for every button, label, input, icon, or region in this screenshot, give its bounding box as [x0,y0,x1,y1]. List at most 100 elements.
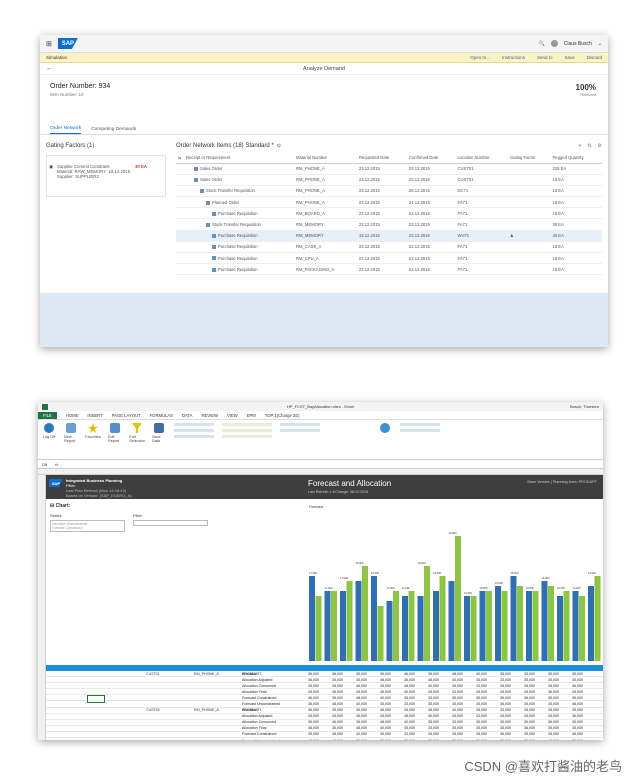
value-cell[interactable]: 40,000 [428,714,439,719]
value-cell[interactable]: 35,000 [452,702,463,707]
excel-user[interactable]: Busch, Thorsten [569,404,599,409]
value-cell[interactable]: 48,000 [404,683,415,688]
value-cell[interactable]: 35,000 [452,695,463,700]
value-cell[interactable]: 35,000 [356,720,367,725]
value-cell[interactable]: 35,000 [572,695,583,700]
value-cell[interactable]: 35,000 [332,695,343,700]
value-cell[interactable]: 36,000 [548,689,559,694]
save-data-button[interactable]: Save Data [152,423,166,443]
value-cell[interactable]: 48,000 [332,732,343,737]
value-cell[interactable]: 33,000 [476,714,487,719]
table-row[interactable]: Purchase Requisition RM_BOARD_A 22.12.2015… [176,207,602,220]
value-cell[interactable]: 35,000 [500,683,511,688]
value-cell[interactable]: 35,000 [380,683,391,688]
value-cell[interactable]: 40,000 [428,683,439,688]
excel-tab-file[interactable]: FILE [38,411,57,419]
grid-menu-icon[interactable]: ⊞ [46,40,52,48]
value-cell[interactable]: 35,000 [572,671,583,676]
value-cell[interactable]: 35,000 [476,689,487,694]
value-cell[interactable]: 35,000 [428,732,439,737]
value-cell[interactable]: 35,000 [452,732,463,737]
user-name[interactable]: Claus Busch [563,40,592,47]
value-cell[interactable]: 35,000 [548,695,559,700]
value-cell[interactable]: 33,000 [500,677,511,682]
value-cell[interactable]: 48,000 [404,714,415,719]
value-cell[interactable]: 35,000 [332,726,343,731]
value-cell[interactable]: 35,000 [404,726,415,731]
value-cell[interactable]: 46,000 [356,714,367,719]
value-cell[interactable]: 46,000 [356,683,367,688]
excel-tab-view[interactable]: VIEW [226,412,238,418]
value-cell[interactable]: 35,000 [572,720,583,725]
value-cell[interactable]: 35,000 [393,739,417,740]
value-cell[interactable]: 36,000 [572,683,583,688]
value-cell[interactable]: 35,000 [476,702,487,707]
value-cell[interactable]: 35,000 [548,726,559,731]
value-cell[interactable]: 35,000 [524,708,535,713]
save-button[interactable]: Save [564,55,575,60]
favorites-button[interactable]: Favorites [85,423,101,439]
value-cell[interactable]: 35,000 [524,683,535,688]
value-cell[interactable]: 35,000 [500,726,511,731]
value-cell[interactable]: 35,000 [380,732,391,737]
row-select[interactable] [176,185,184,198]
value-cell[interactable]: 48,000 [380,689,391,694]
value-cell[interactable]: 35,000 [441,739,465,740]
value-cell[interactable]: 36,000 [308,708,319,713]
value-cell[interactable]: 35,000 [561,739,585,740]
value-cell[interactable]: 35,000 [500,695,511,700]
value-cell[interactable]: 35,000 [380,714,391,719]
value-cell[interactable]: 48,000 [356,695,367,700]
value-cell[interactable]: 46,000 [308,726,319,731]
value-cell[interactable]: 35,000 [356,689,367,694]
value-cell[interactable]: 35,000 [345,739,369,740]
value-cell[interactable]: 33,000 [404,732,415,737]
value-cell[interactable]: 35,000 [452,714,463,719]
col-pegged-qty[interactable]: Pegged Quantity [550,153,602,164]
value-cell[interactable]: 46,000 [308,695,319,700]
excel-tab-review[interactable]: REVIEW [201,412,218,418]
globe-button[interactable] [378,423,392,435]
value-cell[interactable]: 33,000 [404,702,415,707]
row-select[interactable] [176,174,184,186]
ribbon-line-9[interactable] [400,423,440,426]
value-cell[interactable]: 35,000 [500,714,511,719]
search-icon[interactable]: 🔍 [538,40,545,47]
value-cell[interactable]: 35,000 [452,726,463,731]
value-cell[interactable]: 35,000 [380,702,391,707]
table-row[interactable]: Allocation Final 35,000 46,000 35,000 48,000… [46,689,603,696]
ribbon-line-8[interactable] [280,429,320,432]
expand-column-icon[interactable]: ⇋ [176,153,184,164]
value-cell[interactable]: 35,000 [308,671,319,676]
edit-report-button[interactable]: Edit Report [108,423,122,443]
value-cell[interactable]: 48,000 [380,720,391,725]
value-cell[interactable]: 35,000 [524,732,535,737]
table-row[interactable]: Forecast Constrained 46,000 35,000 48,000 40… [46,695,603,702]
value-cell[interactable]: 40,000 [356,732,367,737]
variant-icon[interactable]: ⊙ [276,143,281,149]
value-cell[interactable]: 35,000 [332,708,343,713]
value-cell[interactable]: 35,000 [308,702,319,707]
settings-icon[interactable]: ⚙ [597,143,602,149]
table-row[interactable]: Allocation Adjusted 36,000 35,000 35,000 46,… [46,677,603,684]
value-cell[interactable]: 35,000 [428,702,439,707]
open-in-button[interactable]: Open In... [470,55,490,60]
value-cell[interactable]: 35,000 [308,683,319,688]
value-cell[interactable]: 35,000 [404,708,415,713]
table-row[interactable]: Forecast Unconstrained 35,000 48,000 40,000… [46,701,603,708]
value-cell[interactable]: 40,000 [452,708,463,713]
excel-tab-home[interactable]: HOME [65,412,79,418]
send-to-button[interactable]: Send to [536,55,553,60]
value-cell[interactable]: 46,000 [404,671,415,676]
new-report-button[interactable]: New Report [64,423,78,443]
sort-icon[interactable]: ⇅ [587,143,592,149]
table-row[interactable]: CUST01 RM_PHONE_A PRODUCT1 Allocation 35,000… [46,671,603,678]
row-select[interactable] [176,241,184,254]
col-receipt[interactable]: Receipt or Requirement [184,153,294,164]
value-cell[interactable]: 40,000 [380,695,391,700]
value-cell[interactable]: 33,000 [476,683,487,688]
edit-selection-button[interactable]: Edit Selection [129,423,145,443]
table-row[interactable]: Sales Order RM_PHONE_A 23.12.2015 23.12.201… [176,163,602,175]
value-cell[interactable]: 40,000 [321,739,345,740]
value-cell[interactable]: 35,000 [356,708,367,713]
